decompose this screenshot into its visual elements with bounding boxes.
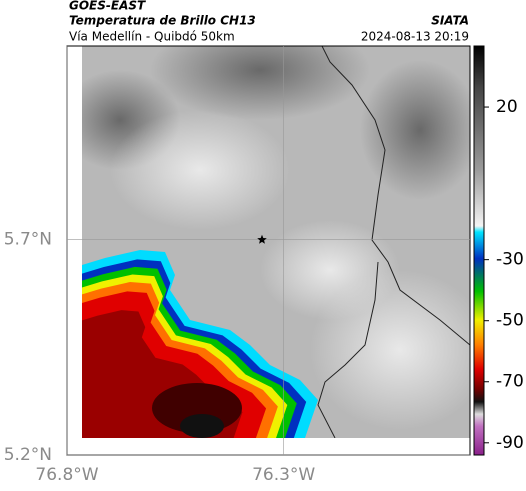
y-tick-label: 5.7°N <box>4 230 52 250</box>
colorbar-tick-label: -50 <box>496 311 524 331</box>
x-tick-label: 76.3°W <box>252 465 315 485</box>
title: Temperatura de Brillo CH13 <box>69 14 256 28</box>
colorbar-tick-label: -30 <box>496 250 524 270</box>
location-marker <box>257 234 267 244</box>
colorbar-tick-label: -90 <box>496 433 524 453</box>
org: SIATA <box>431 14 469 28</box>
datetime: 2024-08-13 20:19 <box>361 30 469 44</box>
colorbar-tick-label: -70 <box>496 372 524 392</box>
x-tick-label: 76.8°W <box>35 465 98 485</box>
y-tick-label: 5.2°N <box>4 445 52 465</box>
colorbar <box>473 45 485 456</box>
route: Vía Medellín - Quibdó 50km <box>69 30 235 44</box>
satellite-image <box>82 46 470 438</box>
source: GOES-EAST <box>69 0 146 13</box>
colorbar-tick-label: 20 <box>496 97 518 117</box>
